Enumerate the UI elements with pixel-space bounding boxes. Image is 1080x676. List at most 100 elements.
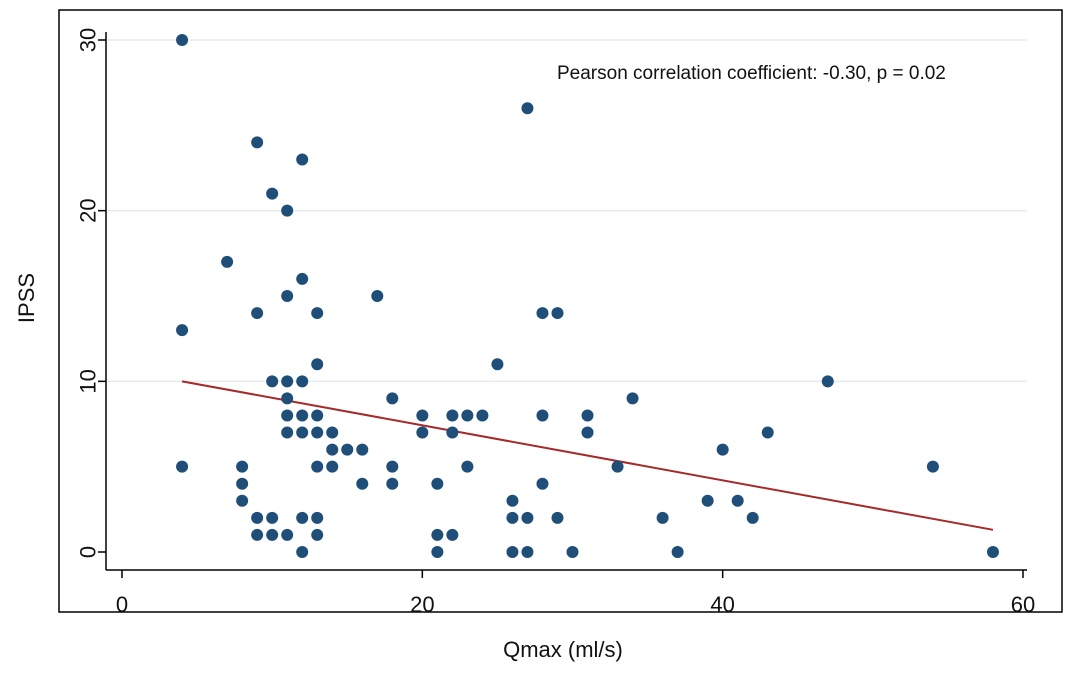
data-point xyxy=(461,409,474,422)
data-point xyxy=(566,546,579,558)
data-point xyxy=(251,307,264,320)
data-point xyxy=(296,272,309,285)
data-point xyxy=(251,511,264,524)
data-point xyxy=(296,409,309,422)
data-point xyxy=(311,426,324,439)
data-point xyxy=(716,443,729,456)
y-tick-label: 30 xyxy=(76,28,101,52)
data-point xyxy=(386,477,399,490)
data-point xyxy=(311,460,324,473)
data-point xyxy=(506,511,519,524)
data-point xyxy=(356,477,369,490)
y-tick-label: 20 xyxy=(76,198,101,222)
data-point xyxy=(386,460,399,473)
x-tick-label: 20 xyxy=(410,592,434,617)
data-point xyxy=(281,290,294,302)
data-point xyxy=(986,546,999,558)
regression-line xyxy=(181,380,994,531)
data-point xyxy=(236,460,249,473)
data-point xyxy=(416,409,429,422)
data-point xyxy=(386,392,399,405)
data-point xyxy=(236,494,249,507)
correlation-annotation: Pearson correlation coefficient: -0.30, … xyxy=(557,63,946,84)
data-point xyxy=(371,290,384,302)
data-point xyxy=(461,460,474,473)
data-point xyxy=(311,528,324,541)
data-point xyxy=(446,409,459,422)
data-point xyxy=(176,34,189,46)
data-point xyxy=(266,187,279,200)
data-point xyxy=(536,307,549,320)
data-point xyxy=(251,528,264,541)
data-point xyxy=(326,443,339,456)
data-point xyxy=(296,511,309,524)
x-tick-label: 40 xyxy=(710,592,734,617)
data-point xyxy=(281,204,294,217)
data-point xyxy=(311,511,324,524)
data-point xyxy=(266,528,279,541)
data-point xyxy=(326,460,339,473)
data-point xyxy=(176,460,189,473)
data-point xyxy=(581,409,594,422)
data-point xyxy=(266,375,279,388)
data-point xyxy=(281,426,294,439)
data-point xyxy=(746,511,759,524)
data-point xyxy=(536,477,549,490)
data-point xyxy=(536,409,549,422)
data-point xyxy=(701,494,714,507)
data-point xyxy=(761,426,774,439)
data-point xyxy=(266,511,279,524)
data-point xyxy=(341,443,354,456)
data-point xyxy=(296,375,309,388)
data-point xyxy=(296,426,309,439)
data-point xyxy=(731,494,744,507)
x-axis-title: Qmax (ml/s) xyxy=(503,637,623,662)
data-point xyxy=(281,375,294,388)
data-point xyxy=(431,546,444,558)
data-point xyxy=(581,426,594,439)
data-point xyxy=(446,426,459,439)
grid-lines xyxy=(106,39,1027,383)
data-point xyxy=(446,528,459,541)
data-point xyxy=(311,358,324,371)
data-point xyxy=(506,494,519,507)
data-point xyxy=(626,392,639,405)
data-point xyxy=(281,528,294,541)
data-point xyxy=(296,546,309,558)
data-point xyxy=(281,392,294,405)
axes: 0 20 40 60 0 10 20 30 xyxy=(76,28,1036,617)
data-point xyxy=(656,511,669,524)
data-point xyxy=(521,546,534,558)
y-tick-label: 10 xyxy=(76,369,101,393)
fit-line-group xyxy=(181,380,994,531)
data-point xyxy=(416,426,429,439)
data-point xyxy=(326,426,339,439)
data-points xyxy=(176,34,999,558)
data-point xyxy=(821,375,834,388)
data-point xyxy=(521,102,534,115)
data-point xyxy=(551,511,564,524)
y-tick-label: 0 xyxy=(76,546,101,558)
data-point xyxy=(431,528,444,541)
data-point xyxy=(251,136,264,149)
data-point xyxy=(176,324,189,337)
outer-frame xyxy=(58,9,1063,613)
data-point xyxy=(431,477,444,490)
x-tick-label: 60 xyxy=(1011,592,1035,617)
data-point xyxy=(236,477,249,490)
data-point xyxy=(491,358,504,371)
data-point xyxy=(926,460,939,473)
data-point xyxy=(551,307,564,320)
data-point xyxy=(311,409,324,422)
data-point xyxy=(671,546,684,558)
data-point xyxy=(611,460,624,473)
data-point xyxy=(296,153,309,166)
x-tick-label: 0 xyxy=(116,592,128,617)
data-point xyxy=(221,255,234,268)
data-point xyxy=(281,409,294,422)
data-point xyxy=(521,511,534,524)
y-axis-title: IPSS xyxy=(14,273,39,323)
data-point xyxy=(356,443,369,456)
